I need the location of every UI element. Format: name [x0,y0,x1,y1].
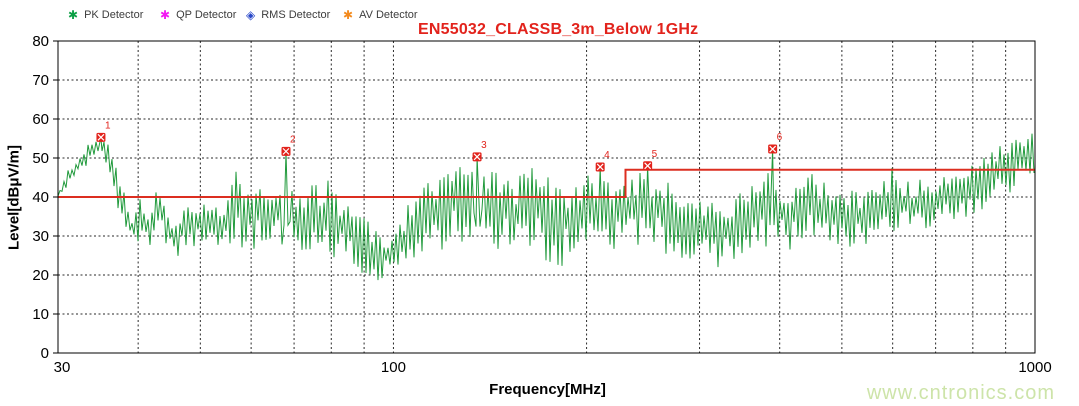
pk-detector-trace [57,133,1035,281]
y-tick-label: 70 [32,72,49,89]
plot-border [57,40,1036,354]
peak-marker-number: 5 [652,149,658,160]
legend-item-pk-detector[interactable]: ✱ PK Detector [68,9,143,21]
legend-label: QP Detector [176,9,237,21]
y-tick-label: 80 [32,33,49,50]
legend-item-qp-detector[interactable]: ✱ QP Detector [160,9,236,21]
y-tick-label: 30 [32,228,49,245]
peak-marker-cross [282,147,290,155]
peak-marker-number: 6 [777,132,783,143]
legend-label: PK Detector [84,9,144,21]
peak-marker-number: 3 [481,140,487,151]
peak-marker-number: 4 [604,150,610,161]
peak-marker-cross [644,162,652,170]
peak-marker-number: 1 [105,120,111,131]
asterisk-marker-icon: ✱ [343,8,354,22]
peak-marker-cross [97,133,105,141]
diamond-marker-icon: ◈ [246,8,256,22]
y-tick-label: 20 [32,267,49,284]
y-tick-label: 40 [32,189,49,206]
watermark: www.cntronics.com [866,382,1055,404]
x-tick-label: 1000 [1018,359,1051,376]
chart-title: EN55032_CLASSB_3m_Below 1GHz [418,21,699,38]
y-tick-label: 50 [32,150,49,167]
peak-marker-cross [473,153,481,161]
legend-label: AV Detector [359,9,418,21]
legend-label: RMS Detector [261,9,331,21]
y-tick-label: 60 [32,111,49,128]
y-axis-title: Level[dBμV/m] [5,144,23,251]
limit-line [58,168,1035,198]
peak-marker-number: 2 [290,134,296,145]
asterisk-marker-icon: ✱ [68,8,79,22]
x-tick-label: 100 [381,359,406,376]
peak-marker-cross [769,145,777,153]
chart-legend: ✱ PK Detector ✱ QP Detector ◈ RMS Detect… [0,9,1079,27]
legend-item-rms-detector[interactable]: ◈ RMS Detector [246,9,330,21]
asterisk-marker-icon: ✱ [160,8,171,22]
x-axis-title: Frequency[MHz] [489,381,606,398]
legend-item-av-detector[interactable]: ✱ AV Detector [343,9,418,21]
y-tick-label: 0 [41,345,49,362]
y-tick-label: 10 [32,306,49,323]
x-tick-label: 30 [54,359,71,376]
peak-marker-cross [596,163,604,171]
